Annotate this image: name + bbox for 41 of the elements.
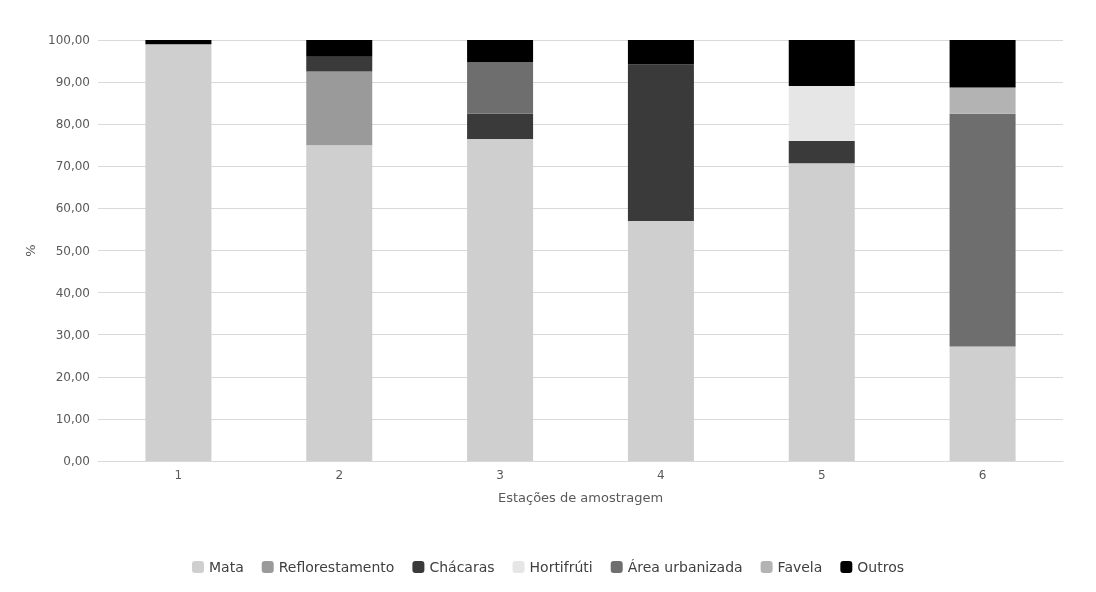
bar xyxy=(788,141,855,164)
x-tick-label: 5 xyxy=(817,468,826,482)
bar xyxy=(949,40,1016,88)
bar xyxy=(627,40,694,65)
legend-label: Outros xyxy=(857,559,905,575)
y-tick-label: 50,00 xyxy=(55,243,90,258)
bar xyxy=(306,71,373,146)
x-tick-label: 1 xyxy=(174,468,183,482)
x-tick-label: 2 xyxy=(335,468,344,482)
y-tick-label: 90,00 xyxy=(55,75,90,90)
bar xyxy=(788,85,855,142)
y-tick-label: 20,00 xyxy=(55,369,90,384)
y-tick-label: 0,00 xyxy=(63,454,90,468)
y-tick-label: 100,00 xyxy=(48,33,90,47)
bar xyxy=(949,113,1016,347)
bar xyxy=(788,40,855,86)
y-tick-label: 10,00 xyxy=(55,411,90,426)
legend-label: Mata xyxy=(208,559,244,575)
x-tick-label: 3 xyxy=(496,468,504,482)
x-tick-label: 6 xyxy=(978,468,987,482)
y-axis-title: % xyxy=(23,244,39,257)
bar xyxy=(306,56,373,72)
y-tick-label: 30,00 xyxy=(55,327,90,342)
y-tick-label: 70,00 xyxy=(55,159,90,174)
legend-label: Reflorestamento xyxy=(278,559,395,575)
legend-label: Favela xyxy=(777,559,823,575)
legend-label: Área urbanizada xyxy=(627,559,743,575)
x-axis-title: Estações de amostragem xyxy=(497,490,664,505)
x-tick-label: 4 xyxy=(657,468,665,482)
bar xyxy=(467,113,534,139)
bar xyxy=(627,64,694,222)
legend-label: Chácaras xyxy=(429,559,495,575)
bar xyxy=(467,40,534,63)
bar xyxy=(306,40,373,57)
y-tick-label: 80,00 xyxy=(55,117,90,132)
legend-label: Hortifrúti xyxy=(529,559,593,575)
bar xyxy=(145,40,212,45)
bar xyxy=(949,87,1016,114)
bar xyxy=(467,62,534,114)
y-tick-label: 60,00 xyxy=(55,201,90,216)
y-tick-label: 40,00 xyxy=(55,285,90,300)
